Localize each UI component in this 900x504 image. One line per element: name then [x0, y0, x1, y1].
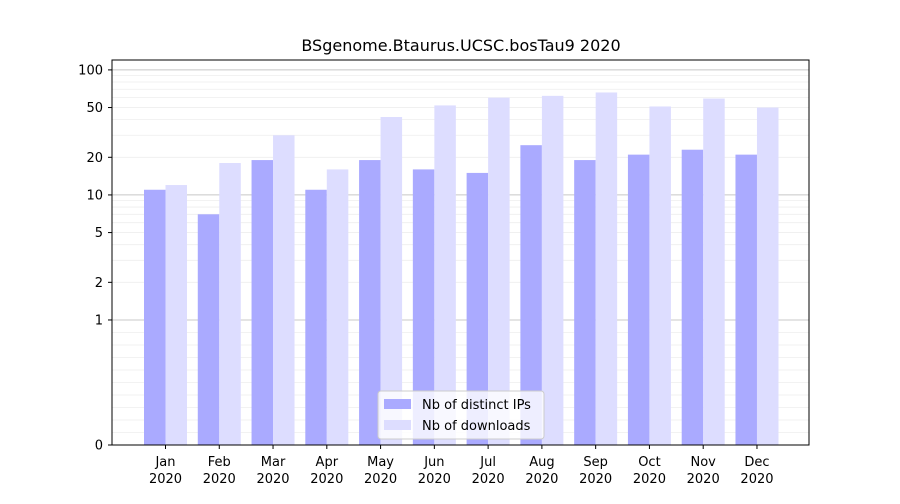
x-tick-label-year: 2020	[256, 472, 289, 487]
bar-downloads-jan	[165, 185, 187, 445]
y-tick-label: 20	[86, 151, 103, 166]
y-tick-label: 50	[86, 101, 103, 116]
legend: Nb of distinct IPs Nb of downloads	[377, 390, 545, 440]
x-tick-label-month: Mar	[261, 455, 286, 470]
chart-title: BSgenome.Btaurus.UCSC.bosTau9 2020	[301, 36, 620, 55]
bar-downloads-feb	[219, 163, 241, 445]
x-tick-label-month: Jun	[423, 455, 444, 470]
legend-box	[377, 390, 545, 440]
x-tick-label-month: Sep	[583, 455, 608, 470]
x-tick-label-month: Nov	[691, 455, 717, 470]
x-tick-label-year: 2020	[687, 472, 720, 487]
bar-downloads-jul	[488, 97, 510, 445]
x-axis: Jan 2020 Feb 2020 Mar 2020 Apr 2020 May 2020 Jun 20…	[149, 445, 774, 487]
y-axis: 0 1 2 5 10 20 50 100	[78, 63, 112, 454]
x-tick-label-month: Jan	[154, 455, 175, 470]
y-tick-label: 0	[95, 439, 103, 454]
x-tick-label-year: 2020	[472, 472, 505, 487]
bar-downloads-apr	[326, 169, 349, 445]
legend-swatch	[384, 420, 411, 430]
x-tick-label-year: 2020	[364, 472, 397, 487]
bar-distinct-ips-oct	[627, 154, 650, 446]
x-tick-label-month: Oct	[638, 455, 660, 470]
x-tick-label-month: Apr	[316, 455, 339, 470]
x-tick-label-year: 2020	[418, 472, 451, 487]
bar-downloads-sep	[595, 92, 618, 446]
x-tick-label-year: 2020	[579, 472, 612, 487]
bar-downloads-dec	[756, 107, 779, 446]
legend-label: Nb of downloads	[422, 419, 531, 434]
bar-downloads-jun	[434, 105, 456, 446]
legend-label: Nb of distinct IPs	[422, 398, 531, 413]
bars	[144, 92, 779, 446]
y-tick-label: 5	[95, 226, 103, 241]
x-tick-label-month: May	[367, 455, 394, 470]
y-tick-label: 2	[95, 276, 103, 291]
x-tick-label-month: Jul	[479, 455, 496, 470]
bar-distinct-ips-jul	[466, 172, 489, 445]
y-tick-label: 1	[95, 313, 103, 328]
x-tick-label-year: 2020	[525, 472, 558, 487]
x-tick-label-year: 2020	[149, 472, 182, 487]
plot-frame	[111, 59, 810, 446]
x-tick-label-year: 2020	[633, 472, 666, 487]
bar-distinct-ips-may	[359, 160, 381, 445]
bar-downloads-aug	[541, 95, 564, 446]
y-tick-label: 100	[78, 63, 103, 78]
bar-downloads-oct	[649, 106, 671, 445]
bar-distinct-ips-aug	[520, 145, 542, 445]
bar-distinct-ips-mar	[251, 160, 274, 445]
bar-distinct-ips-apr	[305, 189, 327, 445]
bar-distinct-ips-jan	[144, 189, 166, 445]
x-tick-label-year: 2020	[310, 472, 343, 487]
x-tick-label-year: 2020	[203, 472, 236, 487]
bar-downloads-may	[380, 117, 403, 445]
bar-downloads-mar	[273, 135, 295, 445]
bar-distinct-ips-nov	[681, 149, 704, 446]
legend-swatch	[384, 399, 411, 409]
bar-distinct-ips-dec	[735, 154, 757, 446]
bar-distinct-ips-sep	[574, 160, 596, 445]
bar-distinct-ips-jun	[412, 169, 435, 445]
bar-downloads-nov	[703, 98, 725, 446]
x-tick-label-month: Aug	[529, 455, 554, 470]
bar-distinct-ips-feb	[197, 214, 220, 445]
x-tick-label-year: 2020	[740, 472, 773, 487]
y-tick-label: 10	[86, 188, 103, 203]
x-tick-label-month: Dec	[744, 455, 769, 470]
x-tick-label-month: Feb	[208, 455, 231, 470]
